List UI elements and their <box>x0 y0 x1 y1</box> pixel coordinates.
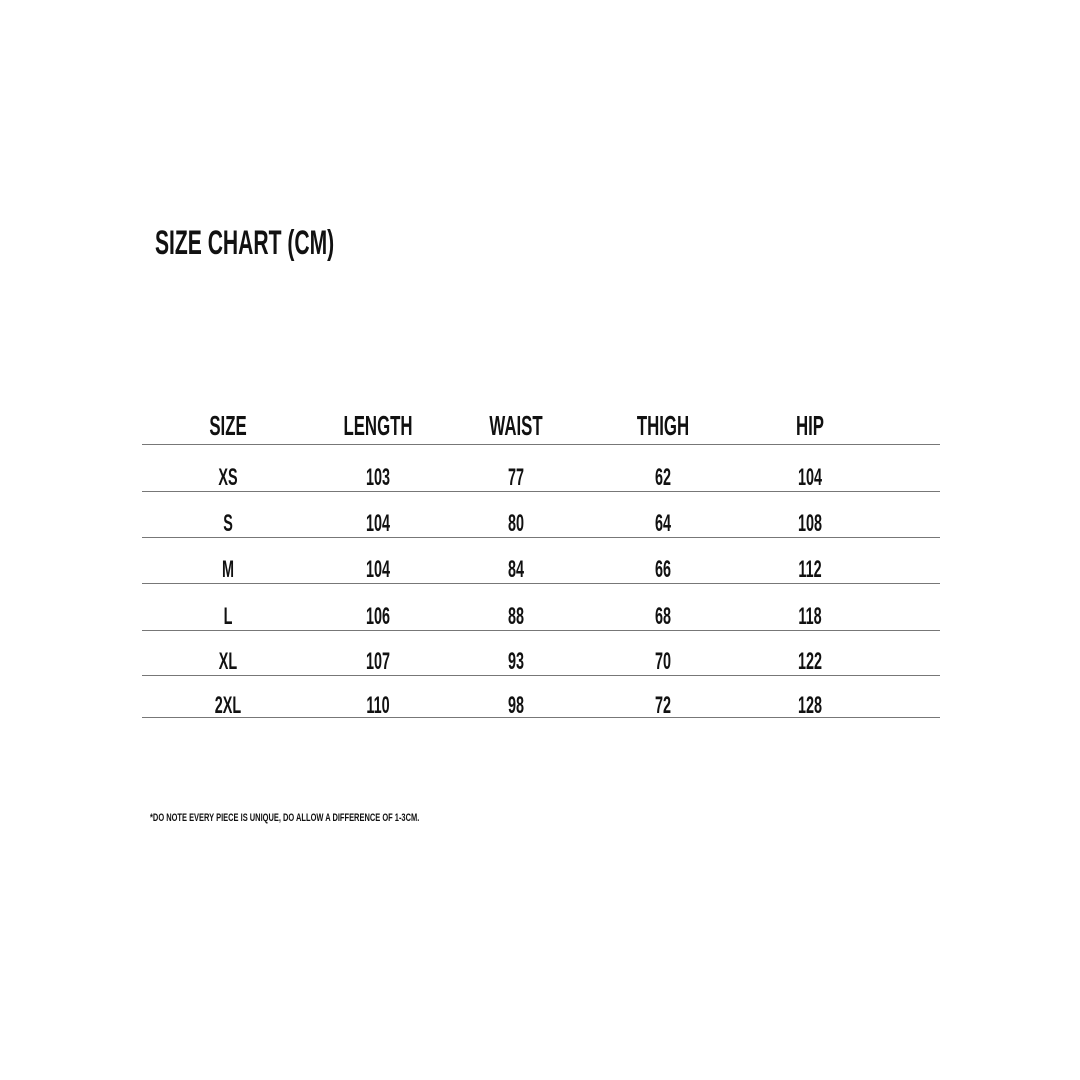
row-divider <box>142 630 940 631</box>
column-header-length: LENGTH <box>343 410 413 441</box>
table-cell: 104 <box>365 510 391 537</box>
column-header-hip: HIP <box>795 410 825 441</box>
table-cell: XL <box>218 648 238 675</box>
table-cell: 108 <box>797 510 823 537</box>
table-cell: 77 <box>507 464 525 491</box>
table-cell: 66 <box>654 556 672 583</box>
column-header-size: SIZE <box>209 410 247 441</box>
table-cell: 104 <box>365 556 391 583</box>
column-header-thigh: THIGH <box>636 410 690 441</box>
table-cell: 118 <box>798 603 822 630</box>
table-cell: 80 <box>507 510 525 537</box>
footnote: *DO NOTE EVERY PIECE IS UNIQUE, DO ALLOW… <box>150 812 420 824</box>
row-divider <box>142 717 940 718</box>
table-cell: M <box>222 556 234 583</box>
table-cell: 88 <box>507 603 525 630</box>
row-divider <box>142 537 940 538</box>
table-cell: 62 <box>654 464 672 491</box>
table-cell: 72 <box>654 692 672 719</box>
table-cell: 70 <box>654 648 672 675</box>
table-cell: 128 <box>797 692 823 719</box>
table-cell: 112 <box>798 556 822 583</box>
table-cell: 110 <box>366 692 390 719</box>
row-divider <box>142 583 940 584</box>
row-divider <box>142 444 940 445</box>
table-cell: 104 <box>797 464 823 491</box>
table-cell: 64 <box>654 510 672 537</box>
table-cell: 122 <box>797 648 823 675</box>
page-title: SIZE CHART (CM) <box>155 224 335 262</box>
table-cell: 2XL <box>214 692 242 719</box>
table-cell: 84 <box>507 556 525 583</box>
table-cell: 106 <box>365 603 391 630</box>
column-header-waist: WAIST <box>489 410 543 441</box>
table-cell: 107 <box>365 648 391 675</box>
table-cell: L <box>223 603 233 630</box>
table-cell: 103 <box>365 464 391 491</box>
table-cell: 68 <box>654 603 672 630</box>
row-divider <box>142 491 940 492</box>
table-cell: XS <box>218 464 238 491</box>
row-divider <box>142 675 940 676</box>
table-cell: 98 <box>507 692 525 719</box>
table-cell: 93 <box>507 648 525 675</box>
table-cell: S <box>223 510 233 537</box>
